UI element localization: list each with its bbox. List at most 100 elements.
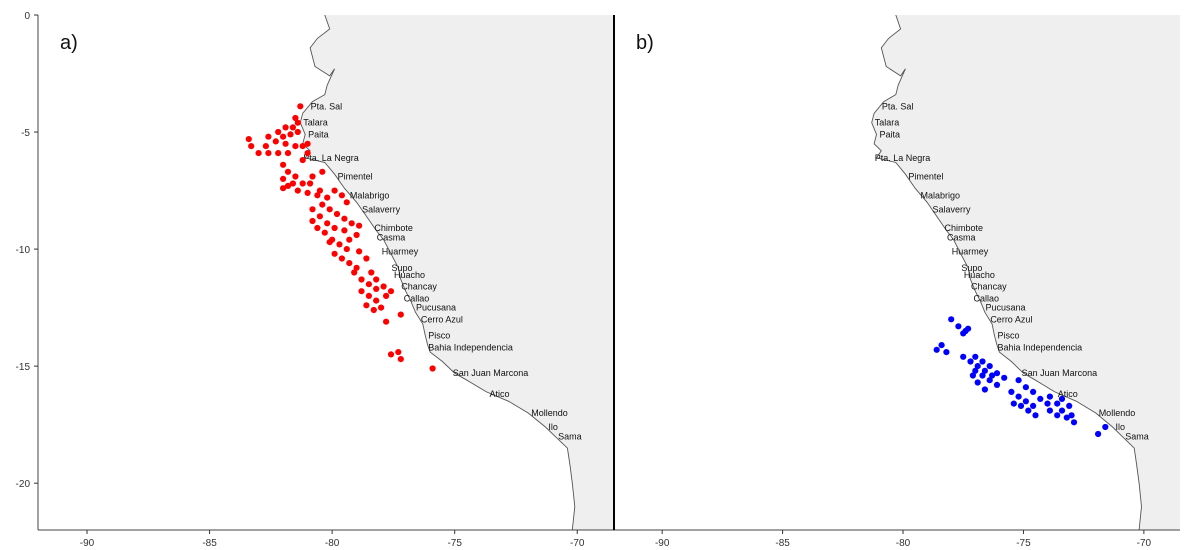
- survey-point: [309, 206, 316, 213]
- survey-point: [373, 276, 380, 283]
- survey-point: [397, 311, 404, 318]
- survey-point: [353, 264, 360, 271]
- survey-point: [356, 248, 363, 255]
- port-label: Bahia Independencia: [998, 342, 1083, 352]
- survey-point: [343, 246, 350, 253]
- survey-point: [1022, 398, 1029, 405]
- survey-point: [356, 222, 363, 229]
- survey-point: [986, 377, 993, 384]
- survey-point: [304, 189, 311, 196]
- survey-point: [969, 372, 977, 379]
- y-tick-label: -10: [16, 245, 31, 256]
- port-label: Casma: [377, 232, 406, 242]
- port-label: Salaverry: [362, 204, 401, 214]
- survey-point: [974, 379, 981, 386]
- x-tick-label: -90: [80, 538, 95, 549]
- survey-point: [292, 173, 299, 180]
- survey-point: [297, 103, 304, 110]
- survey-point: [989, 372, 996, 379]
- survey-point: [370, 306, 377, 314]
- survey-point: [1025, 407, 1032, 414]
- survey-point: [338, 255, 345, 262]
- survey-point: [336, 241, 343, 248]
- port-label: San Juan Marcona: [453, 368, 529, 378]
- port-label: Huarmey: [382, 246, 419, 256]
- survey-point: [299, 157, 306, 164]
- survey-point: [1054, 412, 1061, 419]
- port-label: Malabrigo: [350, 190, 390, 200]
- x-tick-label: -70: [1137, 538, 1152, 549]
- survey-point: [304, 140, 311, 147]
- port-label: Cerro Azul: [990, 314, 1032, 324]
- survey-point: [245, 136, 252, 143]
- port-label: Ilo: [548, 422, 558, 432]
- panel-label: b): [636, 32, 654, 54]
- survey-point: [1030, 402, 1037, 409]
- coastline: [871, 14, 1142, 531]
- survey-point: [289, 124, 296, 131]
- survey-point: [960, 353, 967, 360]
- survey-point: [304, 150, 311, 157]
- survey-point: [429, 365, 436, 372]
- survey-point: [265, 150, 272, 157]
- survey-point: [314, 224, 321, 232]
- port-label: Bahia Independencia: [428, 342, 513, 352]
- port-label: Pta. La Negra: [303, 153, 359, 163]
- port-label: Cerro Azul: [421, 314, 463, 324]
- port-label: Casma: [947, 232, 976, 242]
- survey-point: [265, 133, 272, 140]
- survey-point: [1066, 402, 1073, 409]
- port-label: Malabrigo: [920, 190, 960, 200]
- x-tick-label: -80: [896, 538, 911, 549]
- survey-point: [346, 236, 353, 243]
- survey-point: [333, 210, 341, 218]
- survey-point: [1022, 384, 1029, 391]
- port-label: Mollendo: [1099, 408, 1136, 418]
- survey-point: [981, 386, 989, 393]
- port-label: Pisco: [998, 331, 1020, 341]
- survey-point: [397, 356, 404, 363]
- survey-point: [993, 381, 1001, 388]
- survey-point: [993, 370, 1001, 377]
- survey-point: [292, 143, 299, 150]
- survey-point: [314, 192, 321, 199]
- y-tick-label: -20: [16, 479, 31, 490]
- x-tick-label: -85: [775, 538, 790, 549]
- survey-point: [289, 180, 296, 187]
- survey-point: [974, 363, 981, 370]
- survey-point: [331, 187, 338, 194]
- land-area: [871, 15, 1180, 530]
- port-label: Huacho: [964, 270, 995, 280]
- survey-point: [316, 187, 323, 194]
- port-label: Pisco: [428, 331, 450, 341]
- survey-point: [309, 173, 316, 180]
- port-label: Pucusana: [416, 303, 456, 313]
- survey-point: [280, 175, 287, 182]
- survey-point: [1046, 407, 1053, 414]
- survey-point: [365, 281, 372, 288]
- port-label: Ilo: [1116, 422, 1126, 432]
- survey-point: [972, 353, 979, 360]
- survey-point: [299, 143, 306, 150]
- survey-point: [341, 227, 348, 234]
- survey-point: [1070, 419, 1078, 426]
- port-label: Pta. La Negra: [875, 153, 931, 163]
- survey-point: [358, 276, 365, 283]
- y-tick-label: 0: [24, 11, 30, 22]
- survey-point: [938, 342, 945, 349]
- survey-point: [1095, 430, 1102, 438]
- survey-point: [284, 150, 292, 157]
- port-label: Callao: [404, 293, 430, 303]
- survey-point: [1054, 400, 1061, 407]
- survey-point: [275, 150, 282, 157]
- port-label: Talara: [875, 118, 900, 128]
- port-label: Chancay: [971, 282, 1007, 292]
- survey-point: [373, 285, 380, 292]
- survey-point: [319, 168, 326, 175]
- survey-point: [1046, 393, 1053, 400]
- survey-point: [1058, 407, 1066, 414]
- survey-point: [933, 346, 940, 353]
- x-tick-label: -90: [655, 538, 670, 549]
